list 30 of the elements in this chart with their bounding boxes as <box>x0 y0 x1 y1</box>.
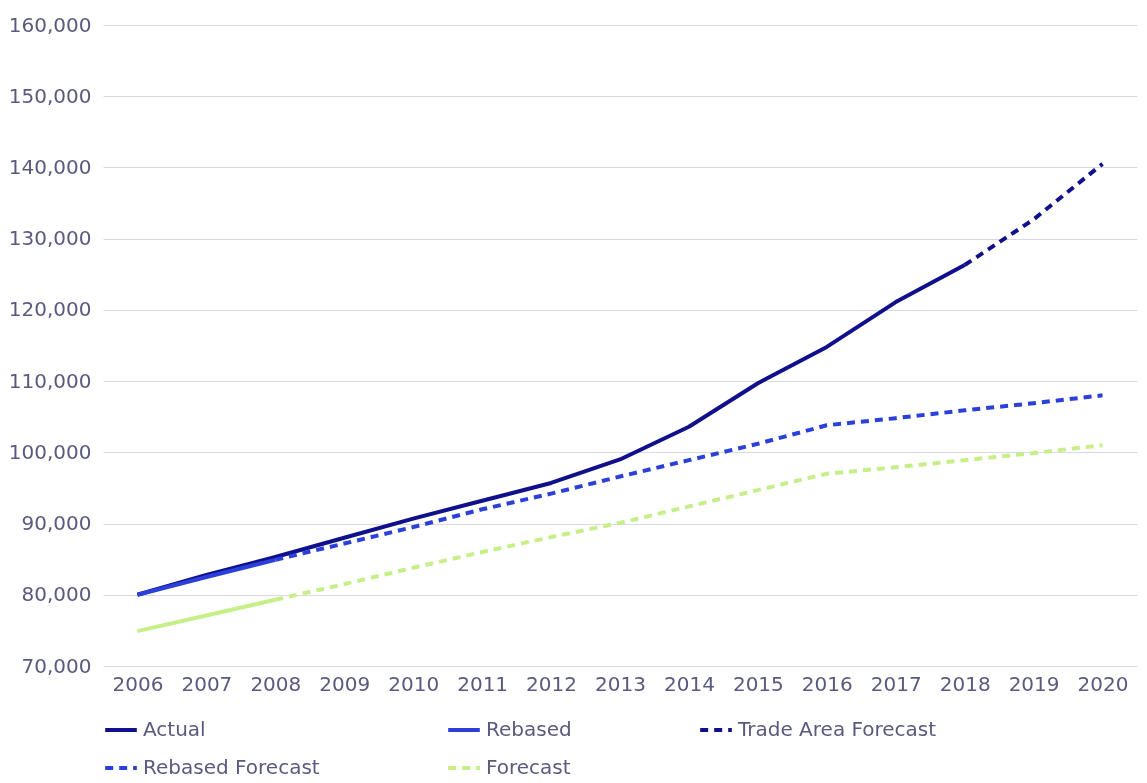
x-tick-label: 2018 <box>939 671 991 696</box>
legend-label: Rebased Forecast <box>143 755 320 779</box>
x-tick-label: 2013 <box>595 671 646 696</box>
y-tick-label: 140,000 <box>8 154 92 179</box>
legend-label: Trade Area Forecast <box>737 717 937 741</box>
x-tick-label: 2007 <box>181 671 233 696</box>
x-tick-label: 2019 <box>1008 671 1060 696</box>
y-tick-label: 150,000 <box>8 83 92 108</box>
legend-label: Rebased <box>486 717 572 741</box>
y-tick-label: 70,000 <box>21 653 92 678</box>
x-tick-label: 2009 <box>319 671 371 696</box>
y-tick-label: 80,000 <box>21 582 92 607</box>
x-tick-label: 2017 <box>870 671 922 696</box>
x-tick-label: 2008 <box>250 671 302 696</box>
x-tick-label: 2012 <box>526 671 578 696</box>
y-tick-label: 100,000 <box>8 439 92 464</box>
y-tick-label: 90,000 <box>21 511 92 536</box>
x-tick-label: 2006 <box>112 671 164 696</box>
x-tick-label: 2016 <box>801 671 853 696</box>
x-tick-label: 2011 <box>457 671 509 696</box>
y-tick-label: 120,000 <box>8 297 92 322</box>
y-tick-label: 110,000 <box>8 368 92 393</box>
x-tick-label: 2015 <box>732 671 784 696</box>
y-tick-label: 130,000 <box>8 226 92 251</box>
x-tick-label: 2010 <box>388 671 440 696</box>
x-tick-label: 2020 <box>1077 671 1129 696</box>
y-tick-label: 160,000 <box>8 12 92 37</box>
x-tick-label: 2014 <box>663 671 715 696</box>
legend-label: Forecast <box>486 755 571 779</box>
legend-label: Actual <box>143 717 206 741</box>
